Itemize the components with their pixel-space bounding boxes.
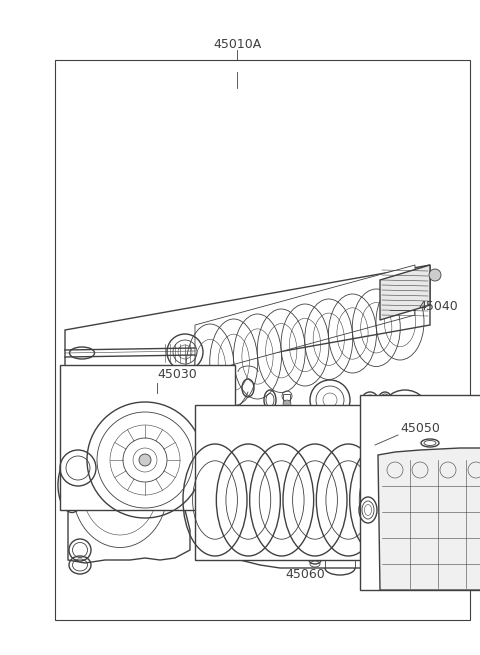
Circle shape [429, 269, 441, 281]
Polygon shape [195, 265, 415, 375]
Polygon shape [378, 448, 480, 590]
Text: 45050: 45050 [400, 422, 440, 434]
Circle shape [139, 454, 151, 466]
Bar [60, 365, 235, 510]
Text: 45060: 45060 [285, 569, 325, 582]
Text: 45040: 45040 [418, 299, 458, 312]
Bar [283, 394, 290, 412]
Bar [360, 395, 480, 590]
Polygon shape [65, 265, 430, 390]
Text: 45010A: 45010A [213, 39, 261, 52]
Text: 45030: 45030 [157, 369, 197, 381]
Polygon shape [218, 415, 432, 568]
Circle shape [283, 400, 291, 408]
Bar [195, 405, 435, 560]
Bar [55, 60, 470, 620]
Polygon shape [380, 265, 430, 320]
Bar [260, 430, 415, 555]
Circle shape [433, 473, 447, 487]
Polygon shape [68, 415, 190, 563]
